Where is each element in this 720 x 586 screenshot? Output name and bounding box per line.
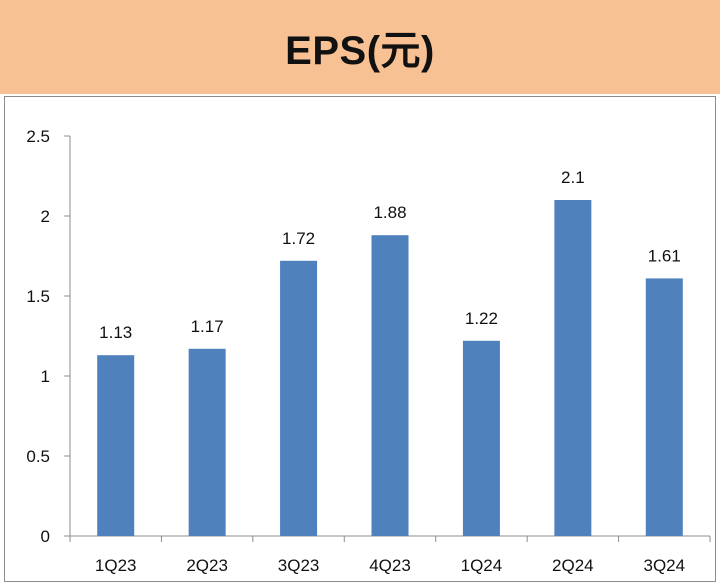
chart-bars (97, 200, 683, 536)
bar-3q24 (645, 278, 683, 536)
x-tick-label: 2Q24 (552, 556, 594, 575)
x-tick-label: 3Q23 (278, 556, 320, 575)
x-tick-label: 2Q23 (186, 556, 228, 575)
x-tick-label: 3Q24 (643, 556, 685, 575)
x-tick-label: 1Q24 (461, 556, 503, 575)
chart-header: EPS(元) (0, 0, 720, 94)
bar-4q23 (371, 235, 409, 536)
bar-1q23 (97, 355, 135, 536)
y-tick-label: 1.5 (26, 287, 50, 306)
data-label: 1.22 (465, 309, 498, 328)
y-tick-label: 1 (41, 367, 50, 386)
data-label: 2.1 (561, 168, 585, 187)
bar-3q23 (280, 260, 318, 536)
chart-frame (4, 96, 716, 582)
bar-2q23 (188, 348, 226, 536)
y-tick-label: 2.5 (26, 127, 50, 146)
data-label: 1.13 (99, 323, 132, 342)
y-tick-label: 0.5 (26, 447, 50, 466)
data-label: 1.61 (648, 246, 681, 265)
x-tick-label: 1Q23 (95, 556, 137, 575)
data-label: 1.88 (373, 203, 406, 222)
y-tick-label: 0 (41, 527, 50, 546)
x-tick-label: 4Q23 (369, 556, 411, 575)
bar-2q24 (554, 200, 592, 536)
y-tick-label: 2 (41, 207, 50, 226)
bar-1q24 (462, 340, 500, 536)
data-label: 1.72 (282, 229, 315, 248)
chart-labels: 1.13 1Q23 1.17 2Q23 1.72 3Q23 1.88 4Q23 1.22 1Q24… (95, 168, 685, 575)
chart-title: EPS(元) (285, 29, 435, 73)
data-label: 1.17 (191, 317, 224, 336)
